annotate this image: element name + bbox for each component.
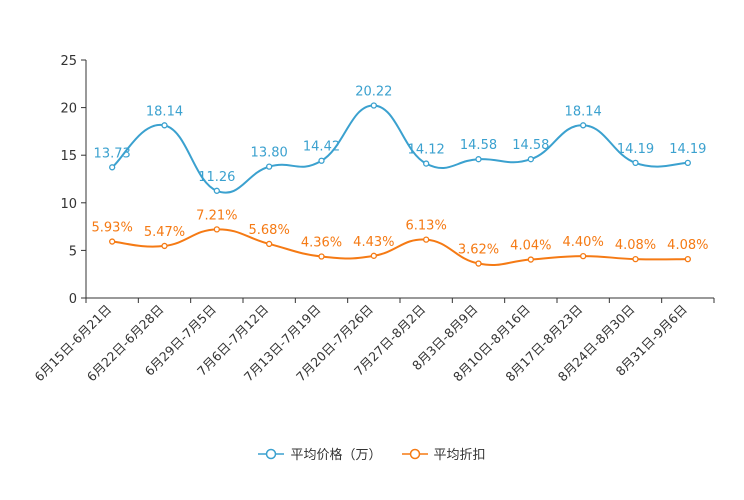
- discount-point: [318, 253, 325, 260]
- discount-data-label: 3.62%: [458, 243, 499, 258]
- price-data-label: 14.42: [303, 140, 340, 155]
- price-point: [370, 102, 377, 109]
- discount-data-label: 7.21%: [196, 208, 237, 223]
- price-data-label: 11.26: [198, 170, 235, 185]
- price-data-label: 13.80: [251, 146, 288, 161]
- price-point: [266, 163, 273, 170]
- legend-discount-marker-icon: [401, 448, 428, 459]
- legend-item-price[interactable]: 平均价格（万）: [258, 444, 382, 463]
- discount-point: [266, 240, 273, 248]
- price-data-label: 14.19: [617, 142, 654, 157]
- discount-data-label: 4.43%: [353, 235, 394, 250]
- discount-series-line: [112, 228, 688, 266]
- discount-data-label: 5.93%: [92, 221, 133, 236]
- price-data-label: 14.58: [512, 138, 549, 153]
- discount-point: [475, 260, 482, 267]
- price-data-label: 20.22: [355, 85, 392, 100]
- price-point: [109, 164, 116, 171]
- discount-point: [423, 236, 430, 243]
- discount-point: [684, 256, 691, 263]
- price-data-label: 13.73: [94, 146, 131, 161]
- price-point: [684, 159, 691, 167]
- legend-price-label: 平均价格（万）: [290, 448, 382, 463]
- discount-point: [213, 226, 220, 233]
- y-tick-label: 15: [60, 149, 77, 164]
- legend: 平均价格（万） 平均折扣: [0, 444, 744, 463]
- y-tick-label: 0: [69, 292, 77, 307]
- y-tick-label: 10: [60, 197, 77, 212]
- price-data-label: 14.12: [408, 143, 445, 158]
- discount-point: [632, 256, 639, 263]
- price-data-label: 18.14: [146, 104, 183, 119]
- legend-price-marker-icon: [258, 448, 285, 459]
- price-point: [423, 160, 430, 167]
- y-tick-label: 25: [60, 54, 77, 69]
- discount-data-label: 4.04%: [510, 239, 551, 254]
- discount-data-label: 5.68%: [249, 223, 290, 238]
- y-tick-label: 5: [69, 244, 77, 259]
- price-data-label: 14.19: [669, 142, 706, 157]
- price-data-label: 18.14: [565, 104, 602, 119]
- legend-discount-label: 平均折扣: [433, 448, 486, 463]
- price-data-label: 14.58: [460, 138, 497, 153]
- discount-point: [370, 252, 377, 259]
- price-point: [213, 187, 220, 194]
- discount-data-label: 4.08%: [667, 238, 708, 253]
- discount-point: [161, 242, 168, 250]
- price-point: [318, 157, 325, 164]
- price-point: [527, 156, 534, 163]
- discount-point: [580, 252, 587, 260]
- price-point: [632, 159, 639, 167]
- y-tick-label: 20: [60, 102, 77, 117]
- price-point: [475, 156, 482, 163]
- discount-data-label: 6.13%: [406, 219, 447, 234]
- discount-data-label: 4.40%: [563, 235, 604, 250]
- legend-item-discount[interactable]: 平均折扣: [401, 444, 486, 463]
- discount-point: [109, 238, 116, 245]
- discount-data-label: 4.08%: [615, 238, 656, 253]
- price-point: [580, 122, 587, 129]
- price-point: [161, 122, 168, 129]
- discount-point: [527, 256, 534, 263]
- discount-data-label: 4.36%: [301, 235, 342, 250]
- discount-data-label: 5.47%: [144, 225, 185, 240]
